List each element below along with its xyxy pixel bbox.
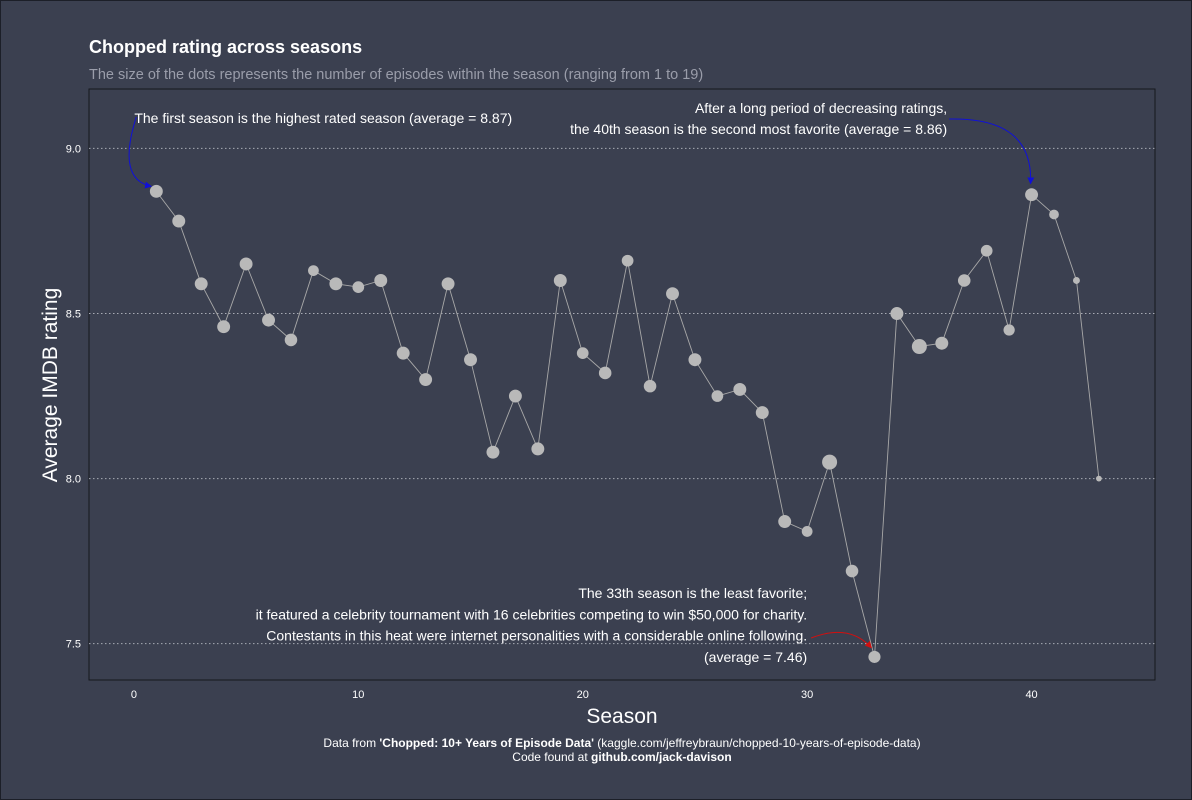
data-point (329, 277, 343, 291)
data-point (755, 406, 769, 420)
data-point (868, 650, 881, 663)
data-point (284, 333, 298, 347)
y-axis-ticks: 7.5 8.0 8.5 9.0 (66, 143, 81, 650)
annotation-thirtythird-season: (average = 7.46) (704, 649, 807, 665)
chart-subtitle: The size of the dots represents the numb… (89, 67, 703, 83)
data-point (1025, 188, 1039, 202)
data-point (352, 281, 365, 293)
data-point (217, 320, 231, 334)
annotation-first-season: The first season is the highest rated se… (134, 110, 512, 126)
data-point (1096, 475, 1102, 482)
annotation-fortieth-season: After a long period of decreasing rating… (695, 100, 947, 116)
caption-line-1: Data from 'Chopped: 10+ Years of Episode… (323, 736, 920, 750)
y-tick-label: 7.5 (66, 639, 81, 651)
series-points (149, 184, 1102, 663)
data-point (598, 366, 612, 380)
caption-line-2: Code found at github.com/jack-davison (512, 750, 731, 764)
annotation-arrow-thirtythird (810, 631, 872, 649)
data-point (733, 382, 747, 396)
x-tick-label: 40 (1025, 689, 1037, 701)
data-point (441, 277, 455, 291)
annotation-arrow-first (128, 116, 153, 189)
data-point (149, 184, 163, 198)
data-point (194, 277, 208, 291)
y-tick-label: 8.5 (66, 309, 81, 321)
data-point (666, 287, 679, 301)
data-point (980, 244, 993, 257)
y-axis-label: Average IMDB rating (39, 288, 62, 483)
x-tick-label: 30 (801, 689, 813, 701)
data-point (308, 265, 319, 276)
data-point (172, 214, 186, 228)
data-point (621, 254, 634, 267)
data-point (374, 274, 388, 287)
annotation-arrow-fortieth (949, 118, 1035, 185)
data-point (1073, 277, 1080, 284)
data-point (845, 564, 859, 578)
gridlines (89, 147, 1155, 645)
data-point (1049, 209, 1059, 220)
data-point (486, 445, 500, 459)
annotation-thirtythird-season: it featured a celebrity tournament with … (256, 606, 807, 622)
data-point (778, 515, 792, 528)
data-point (935, 336, 949, 350)
data-point (688, 353, 702, 367)
annotation-thirtythird-season: The 33th season is the least favorite; (578, 585, 807, 601)
x-tick-label: 0 (131, 689, 137, 701)
data-point (1003, 324, 1015, 336)
data-point (822, 454, 838, 470)
data-point (396, 346, 410, 360)
data-point (576, 347, 589, 359)
x-axis-label: Season (586, 705, 657, 728)
data-point (464, 353, 477, 367)
x-axis-ticks: 0 10 20 30 40 (131, 689, 1038, 701)
data-point (957, 274, 971, 287)
x-tick-label: 10 (352, 689, 364, 701)
x-tick-label: 20 (577, 689, 589, 701)
data-point (643, 379, 657, 393)
data-point (262, 313, 275, 327)
plot-panel (88, 88, 1156, 681)
chart-title: Chopped rating across seasons (89, 37, 362, 57)
data-point (890, 307, 904, 320)
annotation-fortieth-season: the 40th season is the second most favor… (570, 121, 947, 137)
data-point (239, 257, 253, 271)
data-point (419, 373, 433, 387)
data-point (801, 526, 813, 537)
y-tick-label: 8.0 (66, 474, 81, 486)
y-tick-label: 9.0 (66, 143, 81, 155)
annotation-thirtythird-season: Contestants in this heat were internet p… (266, 628, 807, 644)
annotations: The first season is the highest rated se… (128, 100, 1035, 665)
data-point (508, 389, 522, 403)
data-point (531, 442, 545, 456)
data-point (553, 274, 567, 287)
data-point (711, 390, 724, 402)
data-point (911, 339, 927, 355)
